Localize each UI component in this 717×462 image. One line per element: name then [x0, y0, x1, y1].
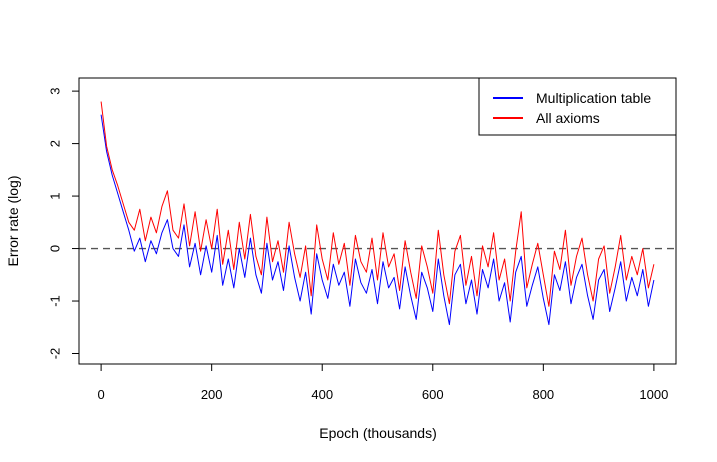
series-layer	[100, 101, 655, 326]
x-tick-label: 800	[532, 387, 554, 402]
y-tick-label: -1	[48, 295, 63, 307]
legend-label-all-axioms: All axioms	[536, 110, 600, 126]
series-line-all-axioms	[100, 101, 655, 307]
x-axis-title: Epoch (thousands)	[319, 425, 437, 441]
y-axis: -2 -1 0 1 2 3	[48, 88, 80, 360]
series-line-multiplication-table	[100, 114, 655, 326]
legend: Multiplication table All axioms	[478, 77, 677, 136]
y-tick-label: -2	[48, 348, 63, 360]
y-tick-label: 2	[48, 140, 63, 147]
y-tick-label: 3	[48, 88, 63, 95]
x-tick-label: 400	[311, 387, 333, 402]
x-tick-label: 0	[97, 387, 104, 402]
x-tick-label: 200	[201, 387, 223, 402]
y-tick-label: 0	[48, 245, 63, 252]
x-tick-label: 600	[422, 387, 444, 402]
y-axis-title: Error rate (log)	[5, 175, 21, 266]
legend-box	[478, 77, 677, 136]
x-axis: 0 200 400 600 800 1000	[97, 363, 668, 402]
x-tick-label: 1000	[639, 387, 668, 402]
y-tick-label: 1	[48, 192, 63, 199]
legend-label-multiplication-table: Multiplication table	[536, 90, 651, 106]
